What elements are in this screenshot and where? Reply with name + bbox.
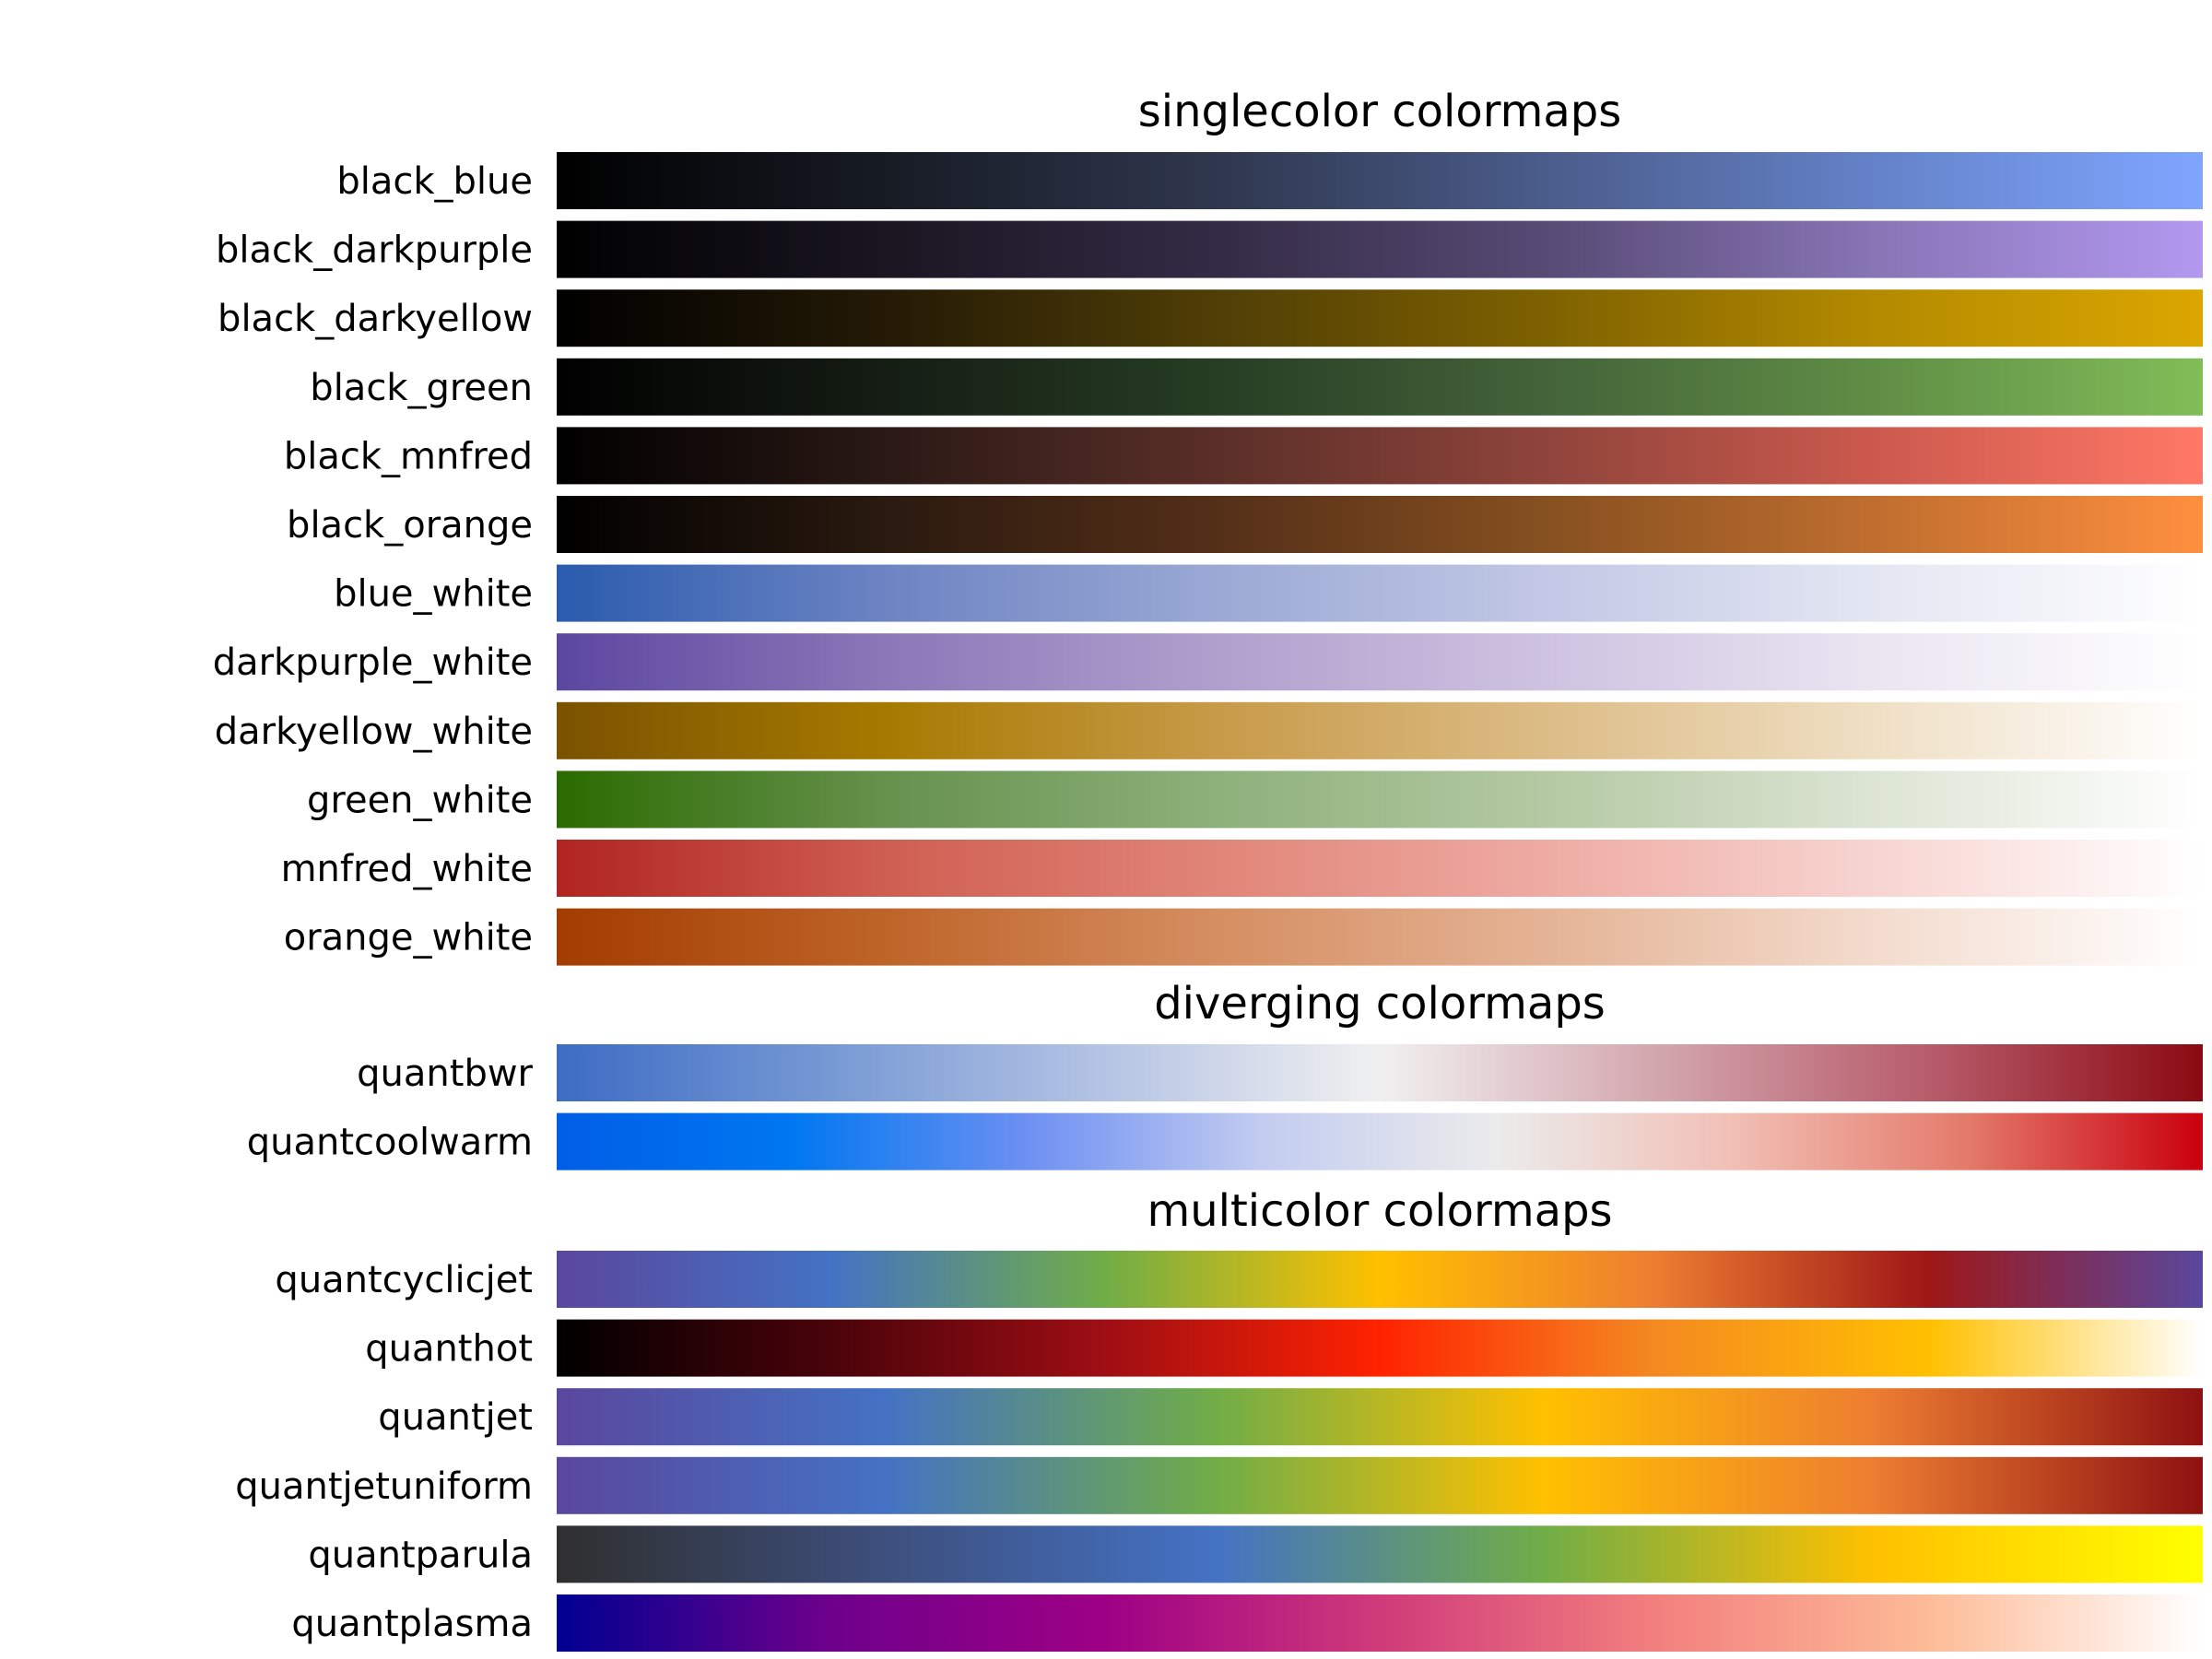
- colormap-bar-quantcoolwarm: [557, 1112, 2203, 1171]
- colormap-bar-black-darkyellow: [557, 289, 2203, 347]
- section-title-multicolor-colormaps: multicolor colormaps: [1147, 1185, 1612, 1237]
- colormap-bar-quanthot: [557, 1319, 2203, 1377]
- colormap-label-quantjet: quantjet: [378, 1396, 533, 1439]
- colormap-label-black-orange: black_orange: [287, 504, 533, 547]
- colormap-label-quantparula: quantparula: [308, 1534, 533, 1576]
- colormap-bar-quantjet: [557, 1388, 2203, 1446]
- colormap-label-quantcyclicjet: quantcyclicjet: [275, 1259, 533, 1301]
- colormap-bar-darkyellow-white: [557, 701, 2203, 759]
- colormap-bar-quantparula: [557, 1525, 2203, 1583]
- colormap-bar-quantcyclicjet: [557, 1251, 2203, 1308]
- colormap-label-blue-white: blue_white: [334, 573, 533, 616]
- colormap-bar-quantjetuniform: [557, 1456, 2203, 1514]
- colormap-label-black-darkyellow: black_darkyellow: [218, 298, 533, 340]
- colormap-label-black-green: black_green: [310, 367, 533, 409]
- colormap-label-quantplasma: quantplasma: [291, 1603, 533, 1645]
- colormap-label-mnfred-white: mnfred_white: [281, 848, 533, 890]
- colormap-label-quantcoolwarm: quantcoolwarm: [247, 1122, 533, 1164]
- colormap-bar-green-white: [557, 771, 2203, 829]
- colormap-label-darkpurple-white: darkpurple_white: [213, 641, 533, 684]
- colormap-bar-quantbwr: [557, 1044, 2203, 1101]
- colormap-label-black-mnfred: black_mnfred: [284, 435, 533, 477]
- colormap-label-green-white: green_white: [307, 779, 533, 821]
- colormap-bar-black-mnfred: [557, 427, 2203, 485]
- colormap-label-quantbwr: quantbwr: [357, 1053, 533, 1095]
- colormap-bar-quantplasma: [557, 1594, 2203, 1652]
- section-title-singlecolor-colormaps: singlecolor colormaps: [1138, 86, 1622, 137]
- colormap-label-quantjetuniform: quantjetuniform: [235, 1465, 533, 1508]
- colormap-label-quanthot: quanthot: [365, 1328, 533, 1371]
- colormap-bar-black-darkpurple: [557, 220, 2203, 278]
- colormap-label-darkyellow-white: darkyellow_white: [215, 711, 533, 753]
- colormap-bar-black-orange: [557, 496, 2203, 553]
- colormap-bar-black-blue: [557, 152, 2203, 209]
- colormap-bar-black-green: [557, 358, 2203, 416]
- section-title-diverging-colormaps: diverging colormaps: [1154, 978, 1606, 1030]
- colormap-bar-orange-white: [557, 908, 2203, 966]
- colormap-label-black-darkpurple: black_darkpurple: [216, 229, 533, 272]
- colormap-label-orange-white: orange_white: [284, 917, 533, 959]
- colormap-bar-mnfred-white: [557, 840, 2203, 897]
- colormap-label-black-blue: black_blue: [336, 160, 533, 203]
- colormap-bar-darkpurple-white: [557, 633, 2203, 691]
- colormap-bar-blue-white: [557, 564, 2203, 622]
